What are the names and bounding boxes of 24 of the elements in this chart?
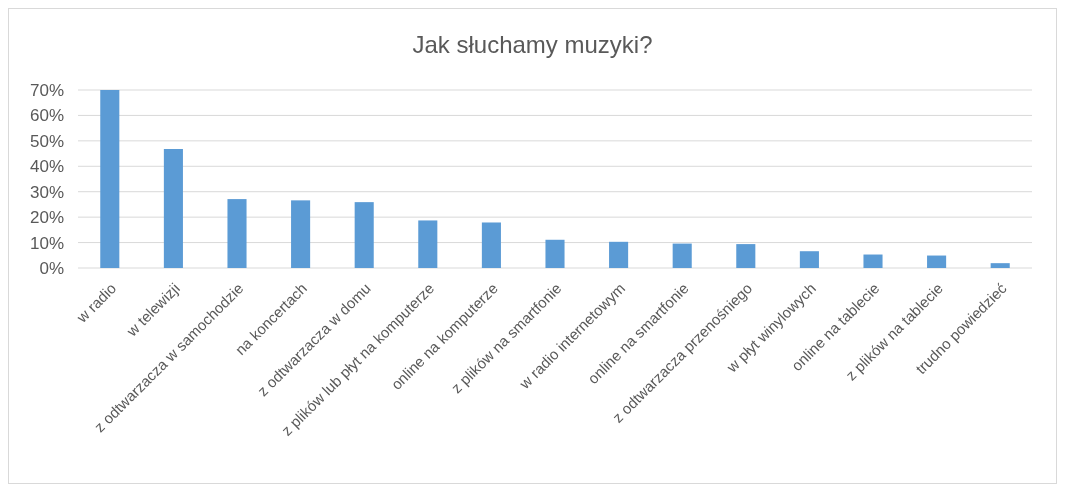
bar xyxy=(418,220,438,268)
bar xyxy=(990,263,1010,268)
bar xyxy=(481,222,501,268)
y-tick-label: 70% xyxy=(29,80,64,100)
y-tick-label: 30% xyxy=(29,182,64,202)
y-tick-label: 20% xyxy=(29,208,64,228)
bar xyxy=(609,241,629,268)
bar xyxy=(163,148,183,268)
bar xyxy=(100,90,120,268)
chart-title: Jak słuchamy muzyki? xyxy=(412,31,653,58)
y-tick-label: 40% xyxy=(29,157,64,177)
bar xyxy=(799,251,819,268)
bar xyxy=(354,202,374,268)
bar xyxy=(736,244,756,268)
y-tick-label: 10% xyxy=(29,233,64,253)
bar xyxy=(927,255,947,268)
bar xyxy=(863,254,883,268)
bar xyxy=(291,200,311,268)
bar xyxy=(672,243,692,268)
bar xyxy=(545,239,565,268)
bar xyxy=(227,199,247,268)
y-tick-label: 60% xyxy=(29,106,64,126)
y-tick-label: 0% xyxy=(39,258,64,278)
y-tick-label: 50% xyxy=(29,131,64,151)
